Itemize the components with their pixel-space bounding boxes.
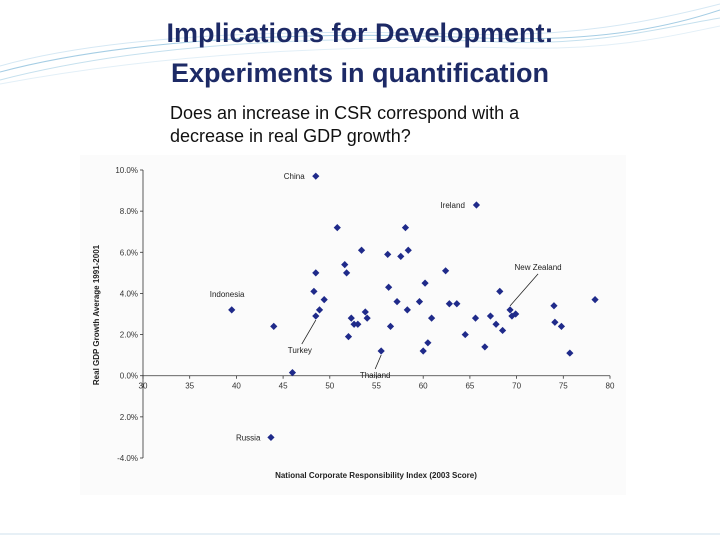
slide-question: Does an increase in CSR correspond with … bbox=[170, 102, 630, 148]
data-point bbox=[312, 269, 320, 277]
data-point bbox=[361, 308, 369, 316]
data-point bbox=[397, 252, 405, 260]
annotation-arrow bbox=[509, 273, 539, 307]
data-point bbox=[315, 306, 324, 314]
data-point bbox=[591, 296, 599, 304]
y-tick-label: 6.0% bbox=[120, 248, 138, 257]
x-tick-label: 40 bbox=[232, 382, 241, 391]
data-point bbox=[419, 347, 427, 355]
point-label-turkey: Turkey bbox=[288, 346, 312, 355]
question-line2: decrease in real GDP growth? bbox=[170, 126, 411, 146]
data-point bbox=[557, 322, 566, 330]
data-point bbox=[428, 314, 436, 322]
point-label-russia: Russia bbox=[236, 433, 261, 442]
data-point bbox=[288, 369, 297, 377]
footer-divider bbox=[0, 533, 720, 535]
data-point-turkey bbox=[312, 312, 320, 320]
x-tick-label: 55 bbox=[372, 382, 381, 391]
chart-tick-labels: 10.0% 8.0% 6.0% 4.0% 2.0% 0.0% 2.0% -4.0% 30 35 40… bbox=[115, 166, 615, 463]
data-point bbox=[471, 314, 480, 322]
data-point-ireland bbox=[472, 201, 481, 209]
data-point bbox=[461, 330, 469, 339]
point-label-new-zealand: New Zealand bbox=[514, 263, 561, 272]
data-point bbox=[498, 326, 507, 335]
data-point bbox=[341, 261, 349, 269]
slide-title-line2: Experiments in quantification bbox=[170, 58, 550, 88]
data-point bbox=[403, 306, 411, 314]
chart-points bbox=[228, 172, 599, 442]
chart-axes bbox=[140, 169, 611, 459]
scatter-chart: 10.0% 8.0% 6.0% 4.0% 2.0% 0.0% 2.0% -4.0% 30 35 40… bbox=[80, 155, 626, 495]
data-point bbox=[350, 320, 358, 328]
data-point bbox=[310, 287, 318, 295]
data-point bbox=[357, 246, 366, 254]
data-point-russia bbox=[267, 433, 275, 442]
decorative-swoosh bbox=[0, 3, 720, 85]
chart-svg: 10.0% 8.0% 6.0% 4.0% 2.0% 0.0% 2.0% -4.0% 30 35 40… bbox=[92, 166, 615, 480]
data-point bbox=[512, 310, 520, 318]
y-axis-label: Real GDP Growth Average 1991-2001 bbox=[92, 244, 101, 385]
x-tick-label: 80 bbox=[606, 382, 615, 391]
annotation-arrow bbox=[301, 319, 317, 345]
y-tick-label: 0.0% bbox=[120, 372, 138, 381]
data-point bbox=[401, 224, 410, 232]
point-label-china: China bbox=[284, 172, 305, 181]
data-point bbox=[424, 339, 432, 347]
annotation-arrow bbox=[374, 354, 382, 370]
data-point bbox=[404, 246, 412, 254]
data-point bbox=[393, 298, 401, 306]
data-point bbox=[270, 322, 278, 330]
data-point bbox=[343, 269, 351, 277]
data-point bbox=[354, 320, 362, 328]
question-line1: Does an increase in CSR correspond with … bbox=[170, 103, 520, 123]
x-tick-label: 35 bbox=[185, 382, 194, 391]
data-point bbox=[333, 224, 341, 232]
x-tick-label: 30 bbox=[139, 382, 148, 391]
data-point bbox=[415, 298, 424, 306]
y-tick-label: 4.0% bbox=[120, 289, 138, 298]
x-tick-label: 60 bbox=[419, 382, 428, 391]
data-point bbox=[386, 322, 395, 330]
data-point bbox=[492, 320, 500, 328]
data-point bbox=[363, 314, 371, 322]
data-point bbox=[550, 302, 558, 310]
x-tick-label: 45 bbox=[279, 382, 288, 391]
y-tick-label: -4.0% bbox=[117, 454, 138, 463]
x-tick-label: 50 bbox=[325, 382, 334, 391]
data-point bbox=[442, 267, 450, 275]
point-label-indonesia: Indonesia bbox=[210, 290, 245, 299]
data-point bbox=[421, 279, 429, 287]
data-point-thailand bbox=[377, 347, 385, 355]
x-tick-label: 65 bbox=[465, 382, 474, 391]
y-tick-label: 2.0% bbox=[120, 413, 138, 422]
x-tick-label: 70 bbox=[512, 382, 521, 391]
point-label-thailand: Thailand bbox=[360, 371, 391, 380]
y-tick-label: 2.0% bbox=[120, 331, 138, 340]
data-point bbox=[486, 312, 495, 320]
data-point-indonesia bbox=[228, 306, 236, 314]
data-point bbox=[496, 287, 504, 295]
data-point bbox=[347, 314, 355, 322]
x-axis-label: National Corporate Responsibility Index … bbox=[275, 471, 477, 480]
data-point bbox=[344, 333, 353, 341]
x-tick-label: 75 bbox=[559, 382, 568, 391]
point-label-ireland: Ireland bbox=[440, 201, 464, 210]
data-point bbox=[453, 300, 461, 308]
data-point-china bbox=[312, 172, 320, 180]
data-point bbox=[566, 349, 574, 357]
data-point bbox=[481, 343, 489, 351]
data-point bbox=[385, 283, 393, 291]
data-point bbox=[320, 296, 328, 304]
data-point bbox=[551, 318, 559, 326]
data-point bbox=[384, 250, 392, 258]
chart-annotations: China Ireland Indonesia Turkey Thailand New Z… bbox=[210, 172, 562, 442]
data-point-new-zealand bbox=[506, 306, 514, 314]
slide-title-line1: Implications for Development: bbox=[166, 18, 554, 48]
y-tick-label: 10.0% bbox=[115, 166, 138, 175]
data-point bbox=[445, 300, 453, 308]
y-tick-label: 8.0% bbox=[120, 207, 138, 216]
